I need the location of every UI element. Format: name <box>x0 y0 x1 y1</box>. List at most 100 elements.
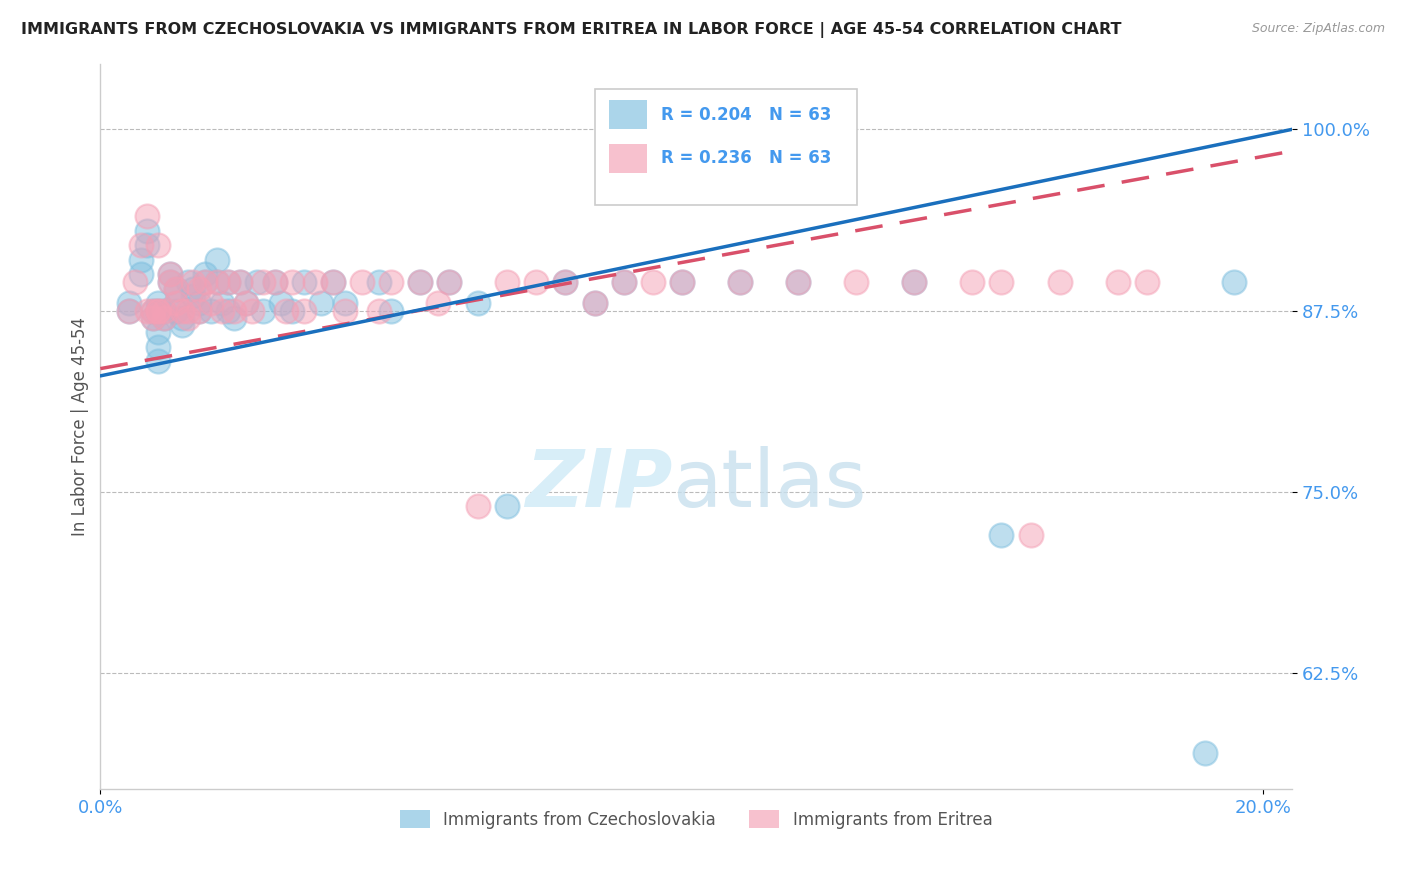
Point <box>142 303 165 318</box>
Point <box>200 303 222 318</box>
Point <box>183 282 205 296</box>
Point <box>165 296 187 310</box>
Point <box>170 303 193 318</box>
Point <box>159 268 181 282</box>
Point <box>188 303 211 318</box>
Point <box>235 296 257 310</box>
Point <box>129 268 152 282</box>
Point <box>118 303 141 318</box>
Point <box>437 275 460 289</box>
Point <box>263 275 285 289</box>
Text: IMMIGRANTS FROM CZECHOSLOVAKIA VS IMMIGRANTS FROM ERITREA IN LABOR FORCE | AGE 4: IMMIGRANTS FROM CZECHOSLOVAKIA VS IMMIGR… <box>21 22 1122 38</box>
Point <box>148 354 170 368</box>
Point <box>240 303 263 318</box>
Point <box>142 310 165 325</box>
Point <box>368 303 391 318</box>
Point <box>176 275 198 289</box>
Point <box>467 296 489 310</box>
Point <box>229 275 252 289</box>
Point <box>194 275 217 289</box>
Point <box>409 275 432 289</box>
Point <box>135 303 157 318</box>
Point <box>188 282 211 296</box>
Point <box>217 275 239 289</box>
Point <box>962 275 984 289</box>
Text: R = 0.236   N = 63: R = 0.236 N = 63 <box>661 149 831 168</box>
Point <box>222 303 245 318</box>
Point <box>554 275 576 289</box>
Point <box>194 268 217 282</box>
Point <box>641 275 664 289</box>
Point <box>148 296 170 310</box>
Point <box>1107 275 1129 289</box>
Y-axis label: In Labor Force | Age 45-54: In Labor Force | Age 45-54 <box>72 318 89 536</box>
Point <box>333 296 356 310</box>
Point <box>153 310 176 325</box>
Point <box>467 500 489 514</box>
Point <box>613 275 636 289</box>
Point <box>496 500 519 514</box>
Point <box>311 296 333 310</box>
Point <box>211 296 233 310</box>
Point <box>170 318 193 332</box>
Text: ZIP: ZIP <box>524 446 672 524</box>
Point <box>322 275 344 289</box>
Point <box>217 303 239 318</box>
Point <box>252 303 274 318</box>
Point <box>148 238 170 252</box>
Point <box>270 296 292 310</box>
Point <box>153 303 176 318</box>
Text: R = 0.204   N = 63: R = 0.204 N = 63 <box>661 106 831 124</box>
Point <box>235 296 257 310</box>
Point <box>246 275 269 289</box>
Point <box>1194 746 1216 760</box>
Point <box>903 275 925 289</box>
Point <box>322 275 344 289</box>
Point <box>426 296 449 310</box>
Point <box>153 310 176 325</box>
Point <box>148 326 170 340</box>
Point <box>845 275 868 289</box>
Point <box>200 296 222 310</box>
Point <box>211 303 233 318</box>
Point <box>165 282 187 296</box>
Point <box>496 275 519 289</box>
Point <box>165 282 187 296</box>
Point <box>194 275 217 289</box>
Point <box>350 275 373 289</box>
Point <box>437 275 460 289</box>
Point <box>583 296 606 310</box>
Point <box>583 296 606 310</box>
Point <box>135 210 157 224</box>
Point <box>129 252 152 267</box>
Point <box>333 303 356 318</box>
Point <box>165 296 187 310</box>
Point <box>380 303 402 318</box>
Point <box>183 289 205 303</box>
Point <box>205 252 228 267</box>
Point <box>148 303 170 318</box>
Point <box>118 303 141 318</box>
Point <box>524 275 547 289</box>
Point <box>148 340 170 354</box>
Point <box>554 275 576 289</box>
Point <box>263 275 285 289</box>
Point <box>990 528 1012 542</box>
Point <box>142 303 165 318</box>
Point <box>1019 528 1042 542</box>
Point <box>205 275 228 289</box>
Point <box>176 310 198 325</box>
Point <box>135 238 157 252</box>
Legend: Immigrants from Czechoslovakia, Immigrants from Eritrea: Immigrants from Czechoslovakia, Immigran… <box>394 804 1000 835</box>
Point <box>135 224 157 238</box>
Point <box>1049 275 1071 289</box>
Point <box>148 303 170 318</box>
Text: Source: ZipAtlas.com: Source: ZipAtlas.com <box>1251 22 1385 36</box>
Point <box>613 275 636 289</box>
Point <box>159 275 181 289</box>
Point <box>148 303 170 318</box>
Point <box>176 303 198 318</box>
Point <box>1223 275 1246 289</box>
Point <box>276 303 298 318</box>
Point <box>787 275 810 289</box>
